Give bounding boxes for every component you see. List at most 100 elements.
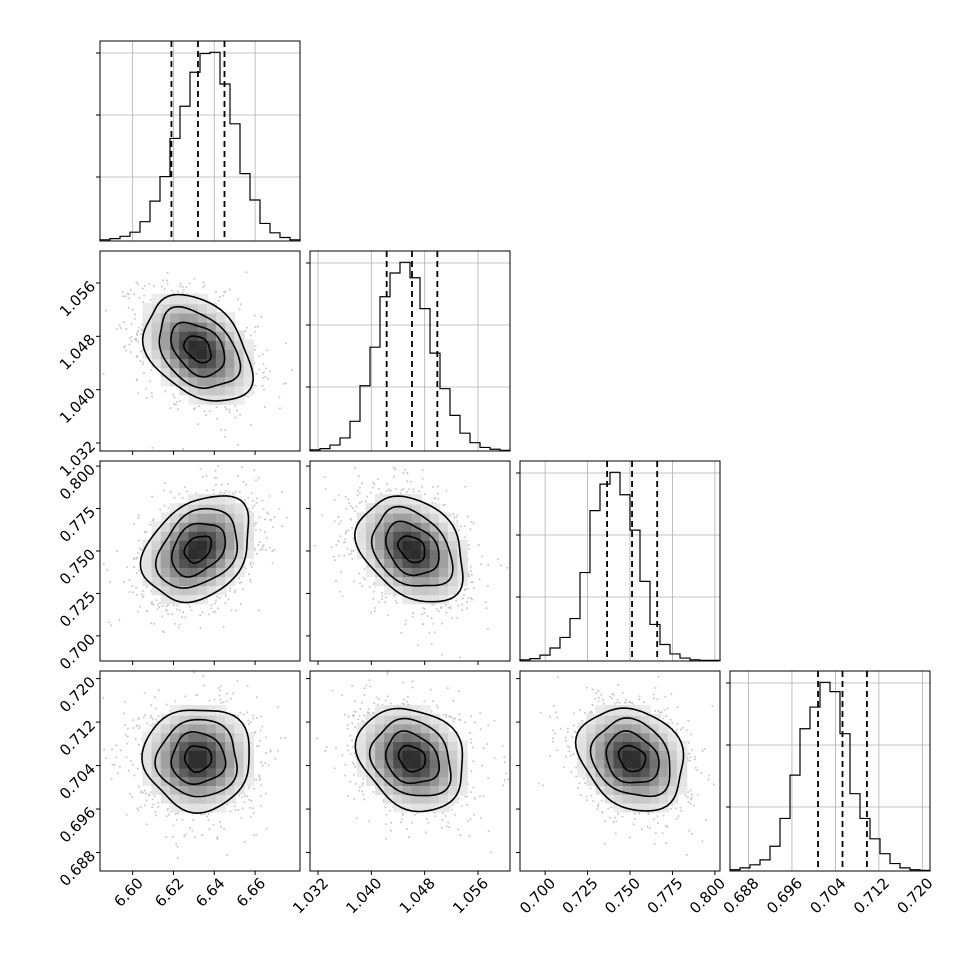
density-cell xyxy=(234,394,245,405)
density-cell xyxy=(402,793,413,804)
density-cell xyxy=(366,749,377,760)
sample-point xyxy=(429,688,432,691)
sample-point xyxy=(460,805,463,808)
density-cell xyxy=(206,749,218,760)
sample-point xyxy=(149,380,152,383)
sample-point xyxy=(154,811,157,813)
sample-point xyxy=(403,698,406,701)
density-cell xyxy=(215,793,227,804)
sample-point xyxy=(325,746,328,748)
density-cell xyxy=(170,530,181,541)
sample-point xyxy=(237,720,240,723)
density-cell xyxy=(197,749,209,760)
density-cell xyxy=(667,757,679,769)
density-cell xyxy=(411,757,423,769)
contour-3-2-2 xyxy=(589,717,671,798)
sample-point xyxy=(156,608,159,611)
sample-point xyxy=(152,803,155,806)
sample-point xyxy=(222,625,225,628)
sample-point xyxy=(199,467,202,470)
sample-point xyxy=(537,782,540,785)
density-cell xyxy=(402,548,413,559)
sample-point xyxy=(178,623,181,626)
sample-point xyxy=(433,631,436,634)
sample-point xyxy=(457,828,460,831)
sample-point xyxy=(602,698,605,701)
density-cell xyxy=(160,321,172,332)
sample-point xyxy=(145,792,148,795)
sample-point xyxy=(255,696,258,699)
panel-2d-3-2 xyxy=(516,645,726,875)
density-cell xyxy=(622,705,633,716)
density-cell xyxy=(393,494,404,505)
sample-point xyxy=(693,755,696,758)
sample-point xyxy=(140,790,143,793)
density-cell xyxy=(402,705,413,716)
density-cell xyxy=(197,521,209,532)
sample-point xyxy=(244,330,247,333)
sample-point xyxy=(351,739,353,742)
density-cell xyxy=(170,757,181,769)
sample-point xyxy=(264,376,267,378)
density-cell xyxy=(179,521,190,532)
sample-point xyxy=(265,536,268,539)
sample-point xyxy=(148,793,151,796)
density-cell xyxy=(393,521,404,532)
sample-point xyxy=(358,789,361,792)
density-cell xyxy=(448,784,459,795)
sample-point xyxy=(588,711,591,714)
density-cell xyxy=(375,713,386,725)
sample-point xyxy=(373,702,376,705)
density-cell xyxy=(243,539,254,550)
sample-point xyxy=(252,562,255,565)
sample-point xyxy=(191,829,194,832)
sample-point xyxy=(468,835,471,838)
density-cell xyxy=(160,530,172,541)
sample-point xyxy=(217,299,220,302)
density-cell xyxy=(457,548,468,559)
hist-panel-3 xyxy=(726,670,931,872)
density-cell xyxy=(188,757,199,769)
sample-point xyxy=(346,547,349,550)
sample-point xyxy=(194,836,197,839)
sample-point xyxy=(724,729,726,731)
density-cell xyxy=(631,713,643,725)
sample-point xyxy=(433,812,436,814)
ytick-label-1-2: 1.048 xyxy=(56,331,99,374)
sample-point xyxy=(178,493,181,496)
sample-point xyxy=(470,715,472,718)
density-cell xyxy=(420,713,432,725)
density-cell xyxy=(225,557,236,568)
density-cell xyxy=(179,330,190,341)
density-cell xyxy=(622,766,633,778)
sample-point xyxy=(115,744,118,747)
sample-point xyxy=(597,645,599,647)
sample-point xyxy=(143,804,146,807)
density-cell xyxy=(206,512,218,523)
density-cell xyxy=(438,557,450,568)
sample-point xyxy=(412,490,415,493)
sample-point xyxy=(374,607,377,609)
sample-point xyxy=(671,803,674,806)
sample-point xyxy=(215,483,217,486)
density-cell xyxy=(225,784,236,795)
density-cell xyxy=(631,749,643,760)
density-cell xyxy=(577,749,588,760)
density-cell xyxy=(366,731,377,742)
density-cell xyxy=(188,731,199,742)
frame-hist-2 xyxy=(519,460,721,662)
density-cell xyxy=(206,303,218,314)
frame-2d-3-1 xyxy=(309,670,511,872)
density-cell xyxy=(622,801,633,813)
sample-point xyxy=(262,508,265,511)
sample-point xyxy=(165,836,168,839)
density-cell xyxy=(188,512,199,523)
sample-point xyxy=(624,698,627,701)
density-cell xyxy=(197,757,209,769)
sample-point xyxy=(259,739,262,742)
density-cell xyxy=(429,548,441,559)
sample-point xyxy=(353,752,356,755)
sample-point xyxy=(128,343,131,346)
sample-point xyxy=(142,361,144,364)
